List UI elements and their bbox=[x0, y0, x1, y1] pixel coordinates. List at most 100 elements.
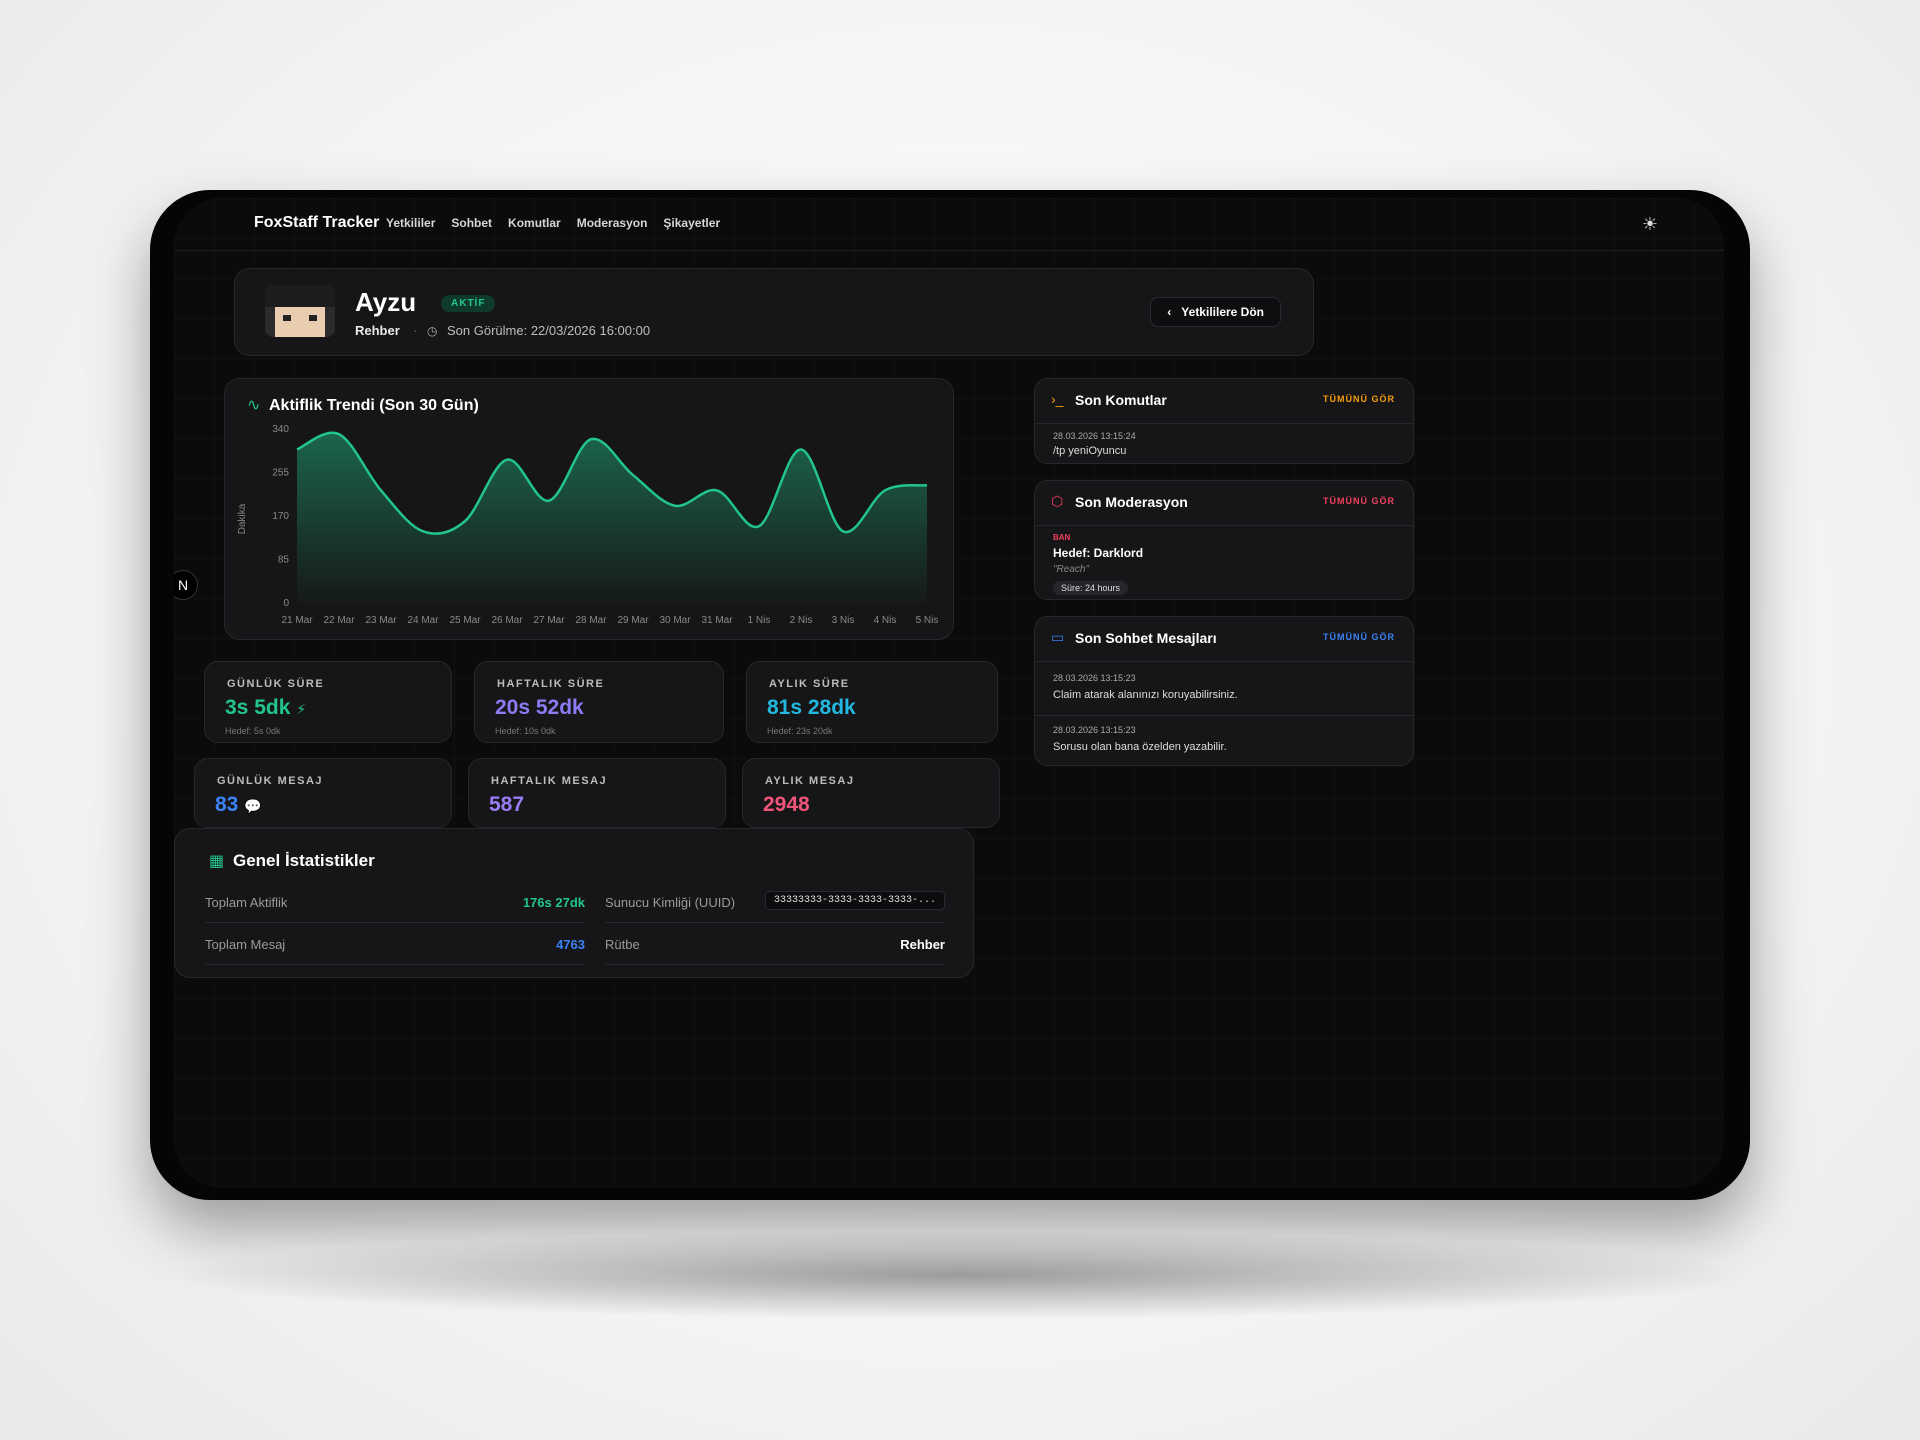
stat-value: 20s 52dk bbox=[495, 696, 584, 719]
recent-commands-title: Son Komutlar bbox=[1075, 392, 1167, 408]
x-tick-label: 21 Mar bbox=[281, 615, 313, 626]
general-stats-card: ▦ Genel İstatistikler Toplam Aktiflik 17… bbox=[174, 828, 974, 978]
x-tick-label: 26 Mar bbox=[491, 615, 523, 626]
stat-card-daily-time: GÜNLÜK SÜRE 3s 5dk ⚡ Hedef: 5s 0dk bbox=[204, 661, 452, 743]
activity-chart-card: ∿ Aktiflik Trendi (Son 30 Gün) Dakika 0 8… bbox=[224, 378, 954, 640]
recent-commands-header: ›_ Son Komutlar TÜMÜNÜ GÖR bbox=[1035, 379, 1413, 424]
stat-card-monthly-time: AYLIK SÜRE 81s 28dk Hedef: 23s 20dk bbox=[746, 661, 998, 743]
general-stats-title: Genel İstatistikler bbox=[233, 851, 375, 870]
stat-value: 2948 bbox=[763, 793, 810, 816]
next-logo-icon: N bbox=[174, 570, 198, 600]
chat-message-item[interactable]: 28.03.2026 13:15:23 Claim atarak alanını… bbox=[1053, 673, 1393, 701]
main-nav: Yetkililer Sohbet Komutlar Moderasyon Şi… bbox=[386, 216, 720, 230]
stat-card-daily-messages: GÜNLÜK MESAJ 83 💬 bbox=[194, 758, 452, 828]
stat-value: 81s 28dk bbox=[767, 696, 856, 719]
stat-label: AYLIK SÜRE bbox=[769, 678, 850, 690]
x-tick-label: 27 Mar bbox=[533, 615, 565, 626]
x-tick-label: 31 Mar bbox=[701, 615, 733, 626]
divider bbox=[1035, 715, 1413, 716]
stat-label: GÜNLÜK SÜRE bbox=[227, 678, 325, 690]
see-all-moderation-link[interactable]: TÜMÜNÜ GÖR bbox=[1323, 496, 1395, 506]
uuid-label: Sunucu Kimliği (UUID) bbox=[605, 895, 736, 910]
total-messages-label: Toplam Mesaj bbox=[205, 937, 286, 952]
total-activity-label: Toplam Aktiflik bbox=[205, 895, 288, 910]
device-frame: FoxStaff Tracker Yetkililer Sohbet Komut… bbox=[150, 190, 1750, 1200]
activity-area bbox=[297, 432, 927, 603]
moderation-target: Hedef: Darklord bbox=[1053, 546, 1144, 560]
theme-toggle-sun-icon[interactable]: ☀ bbox=[1641, 214, 1659, 234]
total-messages-value: 4763 bbox=[556, 937, 585, 952]
avatar bbox=[265, 285, 335, 337]
nav-sohbet[interactable]: Sohbet bbox=[451, 216, 493, 230]
stat-card-weekly-time: HAFTALIK SÜRE 20s 52dk Hedef: 10s 0dk bbox=[474, 661, 724, 743]
status-badge: AKTİF bbox=[441, 295, 496, 312]
back-button-label: Yetkililere Dön bbox=[1181, 305, 1264, 319]
moderation-duration: Süre: 24 hours bbox=[1053, 581, 1129, 595]
activity-pulse-icon: ∿ bbox=[247, 397, 261, 414]
y-tick-label: 170 bbox=[272, 511, 289, 522]
last-seen: Son Görülme: 22/03/2026 16:00:00 bbox=[447, 323, 651, 338]
separator-dot: · bbox=[413, 323, 418, 338]
x-tick-label: 5 Nis bbox=[916, 615, 939, 626]
activity-line bbox=[296, 431, 928, 535]
recent-moderation-card: ⬡ Son Moderasyon TÜMÜNÜ GÖR BAN Hedef: D… bbox=[1034, 480, 1414, 600]
x-tick-label: 22 Mar bbox=[323, 615, 355, 626]
stat-value: 587 bbox=[489, 793, 525, 816]
recent-moderation-title: Son Moderasyon bbox=[1075, 494, 1188, 510]
staff-name: Ayzu bbox=[355, 287, 417, 317]
stat-label: AYLIK MESAJ bbox=[765, 775, 855, 787]
recent-chat-title: Son Sohbet Mesajları bbox=[1075, 630, 1217, 646]
stat-card-weekly-messages: HAFTALIK MESAJ 587 bbox=[468, 758, 726, 828]
back-to-staff-button[interactable]: ‹ Yetkililere Dön bbox=[1150, 297, 1281, 327]
uuid-value[interactable]: 33333333-3333-3333-3333-... bbox=[764, 891, 945, 910]
shield-icon: ⬡ bbox=[1051, 493, 1064, 509]
rank-value: Rehber bbox=[900, 937, 945, 952]
chat-bubble-icon: ▭ bbox=[1051, 629, 1065, 645]
command-text: /tp yeniOyuncu bbox=[1053, 445, 1127, 457]
stat-value-text: 3s 5dk bbox=[225, 696, 291, 719]
chat-message-text: Claim atarak alanınızı koruyabilirsiniz. bbox=[1053, 689, 1238, 701]
top-navbar: FoxStaff Tracker Yetkililer Sohbet Komut… bbox=[174, 198, 1724, 251]
stat-value-text: 83 bbox=[215, 793, 239, 816]
nav-sikayetler[interactable]: Şikayetler bbox=[663, 216, 721, 230]
y-tick-label: 0 bbox=[283, 598, 289, 609]
stat-label: GÜNLÜK MESAJ bbox=[217, 775, 324, 787]
moderation-item[interactable]: BAN Hedef: Darklord "Reach" Süre: 24 hou… bbox=[1053, 533, 1143, 596]
stat-target: Hedef: 23s 20dk bbox=[767, 726, 833, 736]
see-all-chat-link[interactable]: TÜMÜNÜ GÖR bbox=[1323, 632, 1395, 642]
nav-moderasyon[interactable]: Moderasyon bbox=[576, 216, 648, 230]
see-all-commands-link[interactable]: TÜMÜNÜ GÖR bbox=[1323, 394, 1395, 404]
chat-message-item[interactable]: 28.03.2026 13:15:23 Sorusu olan bana öze… bbox=[1053, 725, 1393, 753]
uuid-row: Sunucu Kimliği (UUID) 33333333-3333-3333… bbox=[605, 885, 945, 923]
stat-card-monthly-messages: AYLIK MESAJ 2948 bbox=[742, 758, 1000, 828]
staff-rank: Rehber bbox=[355, 323, 400, 338]
x-tick-label: 28 Mar bbox=[575, 615, 607, 626]
nav-komutlar[interactable]: Komutlar bbox=[508, 216, 561, 230]
y-tick-label: 340 bbox=[272, 424, 289, 435]
x-tick-label: 24 Mar bbox=[407, 615, 439, 626]
brand-logo[interactable]: FoxStaff Tracker bbox=[254, 214, 380, 231]
total-messages-row: Toplam Mesaj 4763 bbox=[205, 927, 585, 965]
stat-value: 3s 5dk ⚡ bbox=[225, 696, 306, 720]
stat-label: HAFTALIK SÜRE bbox=[497, 678, 605, 690]
x-tick-label: 30 Mar bbox=[659, 615, 691, 626]
terminal-icon: ›_ bbox=[1051, 391, 1064, 407]
moderation-reason: "Reach" bbox=[1053, 564, 1090, 575]
message-bubble-icon: 💬 bbox=[244, 798, 262, 814]
x-tick-label: 23 Mar bbox=[365, 615, 397, 626]
recent-chat-card: ▭ Son Sohbet Mesajları TÜMÜNÜ GÖR 28.03.… bbox=[1034, 616, 1414, 766]
command-item[interactable]: 28.03.2026 13:15:24 /tp yeniOyuncu bbox=[1053, 431, 1136, 457]
chat-message-text: Sorusu olan bana özelden yazabilir. bbox=[1053, 741, 1227, 753]
stat-target: Hedef: 10s 0dk bbox=[495, 726, 556, 736]
profile-header: Ayzu AKTİF Rehber · ◷ Son Görülme: 22/03… bbox=[234, 268, 1314, 356]
nav-yetkililer[interactable]: Yetkililer bbox=[386, 216, 436, 230]
x-tick-label: 3 Nis bbox=[832, 615, 855, 626]
y-tick-label: 85 bbox=[278, 555, 290, 566]
lightning-icon: ⚡ bbox=[296, 701, 307, 717]
command-time: 28.03.2026 13:15:24 bbox=[1053, 431, 1136, 441]
total-activity-value: 176s 27dk bbox=[522, 895, 585, 910]
app-screen: FoxStaff Tracker Yetkililer Sohbet Komut… bbox=[174, 198, 1724, 1188]
x-tick-label: 4 Nis bbox=[874, 615, 897, 626]
y-axis-label: Dakika bbox=[237, 503, 248, 534]
activity-chart-title: Aktiflik Trendi (Son 30 Gün) bbox=[269, 397, 479, 414]
